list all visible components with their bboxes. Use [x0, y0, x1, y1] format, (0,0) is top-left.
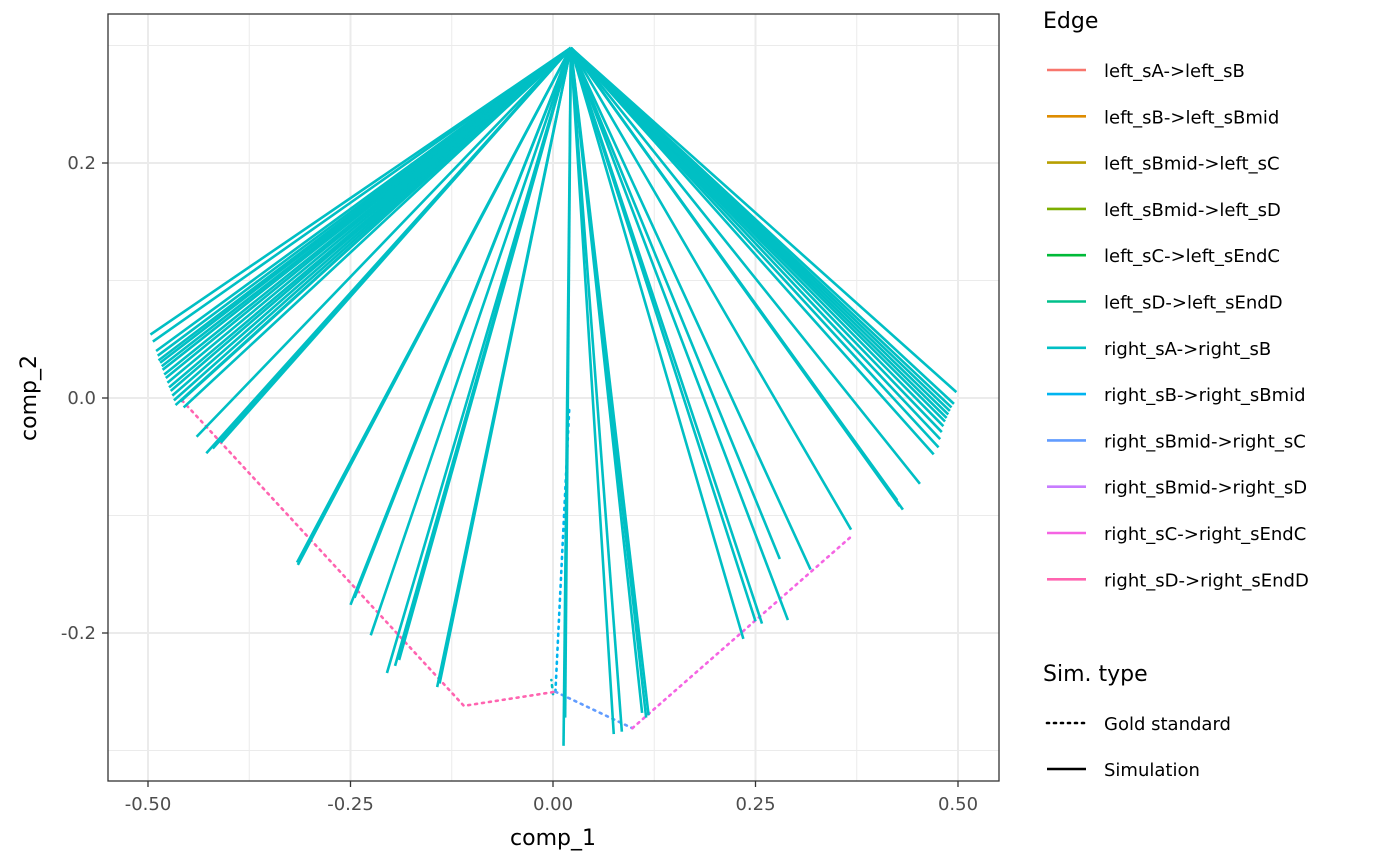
legend-edge-label: right_sB->right_sBmid [1104, 385, 1306, 406]
legend-edge-label: right_sD->right_sEndD [1104, 570, 1309, 591]
y-tick-label: 0.0 [67, 388, 96, 409]
simulation-line [569, 47, 812, 571]
simulation-line [296, 47, 572, 566]
legend-edge-label: right_sBmid->right_sC [1104, 431, 1306, 452]
gold-standard-line [180, 399, 557, 708]
y-tick-label: -0.2 [61, 623, 96, 644]
y-tick-label: 0.2 [67, 153, 96, 174]
legend-edge-label: right_sA->right_sB [1104, 339, 1271, 360]
legend-simtype-items: Gold standard Simulation [1045, 714, 1231, 781]
simulation-line [569, 47, 782, 560]
gold-standard-line [554, 690, 634, 730]
simulation-line [438, 47, 573, 684]
simulation-line [182, 46, 572, 409]
x-tick-label: 0.25 [735, 794, 775, 815]
x-tick-label: 0.50 [938, 794, 978, 815]
legend-edge-items: left_sA->left_sB left_sB->left_sBmid left_… [1047, 61, 1309, 591]
gold-standard-lines [180, 399, 853, 730]
legend-edge-label: right_sC->right_sEndC [1104, 524, 1306, 545]
legend-simtype-label: Simulation [1104, 760, 1200, 781]
legend-edge-title: Edge [1043, 9, 1098, 34]
legend-edge-label: left_sA->left_sB [1104, 61, 1245, 82]
simulation-line [563, 47, 573, 718]
x-tick-label: 0.00 [533, 794, 573, 815]
grid-major [108, 14, 999, 781]
simulation-line [569, 46, 958, 394]
legend: Edge left_sA->left_sB left_sB->left_sBmid… [1043, 9, 1309, 781]
simulation-line [569, 47, 650, 716]
simulation-line [569, 46, 935, 456]
legend-edge-label: left_sBmid->left_sD [1104, 200, 1281, 221]
simulation-line [152, 46, 572, 343]
simulation-line [369, 47, 573, 636]
simulation-line [569, 47, 764, 625]
x-axis: -0.50 -0.25 0.00 0.25 0.50 [125, 781, 978, 815]
simulation-line [569, 46, 955, 405]
x-tick-label: -0.25 [327, 794, 374, 815]
simulation-lines [149, 46, 958, 746]
legend-simtype-label: Gold standard [1104, 714, 1231, 735]
simulation-line [397, 47, 573, 661]
legend-edge-label: left_sD->left_sEndD [1104, 293, 1283, 314]
legend-simtype-title: Sim. type [1043, 662, 1148, 687]
gold-standard-line [631, 535, 853, 730]
y-axis-title: comp_2 [17, 355, 42, 441]
simulation-line [195, 46, 572, 438]
x-tick-label: -0.50 [125, 794, 172, 815]
simulation-line [569, 47, 853, 531]
legend-edge-label: left_sB->left_sBmid [1104, 107, 1279, 128]
simulation-line [353, 47, 573, 599]
legend-edge-label: left_sBmid->left_sC [1104, 154, 1280, 175]
simulation-line [569, 47, 624, 732]
simulation-line [569, 47, 904, 511]
y-axis: -0.2 0.0 0.2 [61, 153, 108, 644]
gold-standard-line [554, 408, 571, 694]
simulation-line [569, 47, 790, 621]
simulation-line [569, 47, 616, 735]
legend-edge-label: right_sBmid->right_sD [1104, 478, 1307, 499]
x-axis-title: comp_1 [510, 826, 596, 851]
simulation-line [569, 47, 921, 485]
legend-edge-label: left_sC->left_sEndC [1104, 246, 1280, 267]
simulation-line [219, 46, 572, 444]
simulation-line [569, 47, 745, 640]
